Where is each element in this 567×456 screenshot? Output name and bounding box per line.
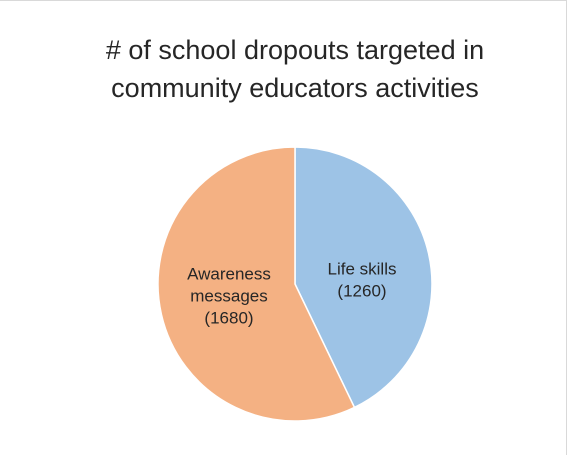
data-label-line: messages (190, 286, 267, 305)
data-label-line: Awareness (187, 264, 271, 283)
data-label-line: (1680) (204, 308, 253, 327)
pie-slice-awareness-messages (157, 146, 356, 422)
data-label-line: (1260) (337, 281, 386, 300)
data-label-life-skills: Life skills (1260) (328, 259, 397, 300)
chart-title-line-1: # of school dropouts targeted in (105, 35, 485, 65)
data-label-line: Life skills (328, 259, 397, 278)
chart-title-line-2: community educators activities (111, 73, 479, 103)
pie-slice-life-skills (294, 146, 433, 409)
chart-title: # of school dropouts targeted in communi… (0, 31, 567, 107)
data-label-awareness-messages: Awareness messages (1680) (187, 264, 271, 327)
